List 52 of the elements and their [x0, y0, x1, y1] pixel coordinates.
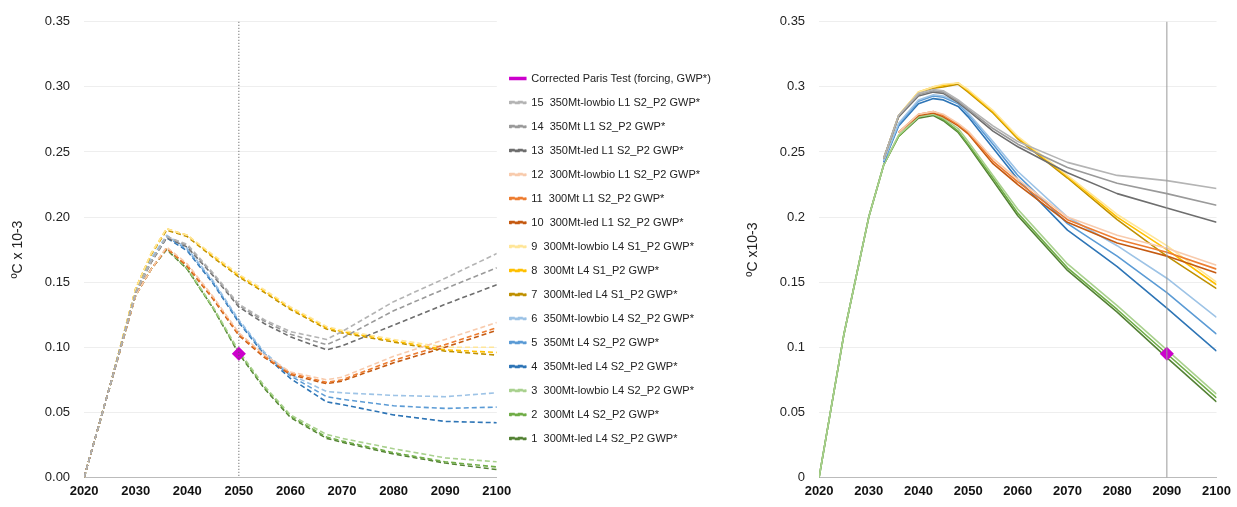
legend-label: 15 350Mt-lowbio L1 S2_P2 GWP*: [531, 95, 701, 108]
y-tick-label: 0.05: [44, 403, 71, 419]
y-tick-label: 0.30: [44, 78, 71, 94]
y-tick-label: 0: [797, 468, 806, 484]
x-tick-label: 2070: [1053, 482, 1082, 498]
y-tick-label: 0.25: [779, 143, 806, 159]
legend-label: 7 300Mt-led L4 S1_P2 GWP*: [531, 287, 679, 300]
legend-label: 3 300Mt-lowbio L4 S2_P2 GWP*: [531, 383, 695, 396]
x-tick-label: 2080: [379, 482, 409, 498]
x-tick-label: 2040: [904, 482, 933, 498]
x-tick-label: 2080: [1102, 482, 1132, 498]
x-tick-label: 2040: [172, 482, 202, 498]
legend-label: Corrected Paris Test (forcing, GWP*): [531, 71, 711, 84]
legend-label: 14 350Mt L1 S2_P2 GWP*: [531, 119, 666, 132]
y-tick-label: 0.15: [779, 273, 806, 289]
legend-label: 11 300Mt L1 S2_P2 GWP*: [531, 191, 666, 204]
y-axis-title: ºC x10-3: [744, 222, 761, 277]
x-tick-label: 2030: [854, 482, 884, 498]
y-tick-label: 0.35: [779, 13, 806, 29]
x-tick-label: 2020: [804, 482, 834, 498]
y-tick-label: 0.2: [787, 208, 806, 224]
x-tick-label: 2070: [327, 482, 357, 498]
legend-label: 2 300Mt L4 S2_P2 GWP*: [531, 407, 660, 420]
y-tick-label: 0.05: [779, 403, 806, 419]
legend-label: 10 300Mt-led L1 S2_P2 GWP*: [531, 215, 685, 228]
y-tick-label: 0.10: [44, 338, 71, 354]
legend-label: 8 300Mt L4 S1_P2 GWP*: [531, 263, 660, 276]
x-tick-label: 2100: [1202, 482, 1231, 498]
x-tick-label: 2030: [121, 482, 151, 498]
x-tick-label: 2020: [69, 482, 99, 498]
y-tick-label: 0.1: [787, 338, 806, 354]
legend-label: 13 350Mt-led L1 S2_P2 GWP*: [531, 143, 685, 156]
y-tick-label: 0.3: [787, 78, 806, 94]
x-tick-label: 2060: [1003, 482, 1033, 498]
legend-label: 9 300Mt-lowbio L4 S1_P2 GWP*: [531, 239, 695, 252]
x-tick-label: 2100: [482, 482, 512, 498]
y-axis-title: ºC x 10-3: [9, 220, 26, 279]
y-tick-label: 0.15: [44, 273, 71, 289]
y-tick-label: 0.00: [44, 468, 71, 484]
x-tick-label: 2090: [1152, 482, 1182, 498]
x-tick-label: 2060: [275, 482, 305, 498]
legend-label: 1 300Mt-led L4 S2_P2 GWP*: [531, 431, 679, 444]
x-tick-label: 2050: [953, 482, 983, 498]
x-tick-label: 2090: [430, 482, 460, 498]
y-tick-label: 0.35: [44, 13, 71, 29]
legend-label: 5 350Mt L4 S2_P2 GWP*: [531, 335, 660, 348]
x-tick-label: 2050: [224, 482, 254, 498]
legend-label: 4 350Mt-led L4 S2_P2 GWP*: [531, 359, 679, 372]
legend-label: 12 300Mt-lowbio L1 S2_P2 GWP*: [531, 167, 701, 180]
y-tick-label: 0.25: [44, 143, 71, 159]
legend-label: 6 350Mt-lowbio L4 S2_P2 GWP*: [531, 311, 695, 324]
y-tick-label: 0.20: [44, 208, 71, 224]
